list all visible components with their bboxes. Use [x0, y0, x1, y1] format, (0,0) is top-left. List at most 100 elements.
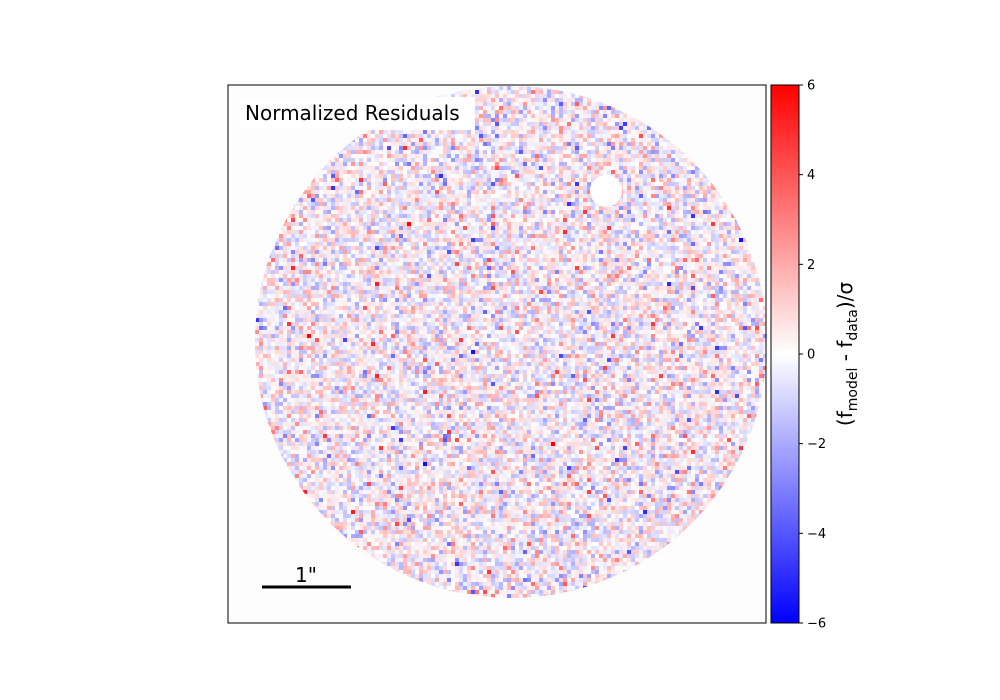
residual-pixel: [691, 206, 695, 210]
residual-pixel: [419, 226, 423, 230]
residual-pixel: [583, 122, 587, 126]
residual-pixel: [327, 214, 331, 218]
residual-pixel: [603, 142, 607, 146]
residual-pixel: [347, 194, 351, 198]
residual-pixel: [319, 202, 323, 206]
residual-pixel: [635, 274, 639, 278]
residual-pixel: [647, 222, 651, 226]
residual-pixel: [455, 134, 459, 138]
residual-pixel: [339, 170, 343, 174]
residual-pixel: [595, 278, 599, 282]
residual-pixel: [555, 154, 559, 158]
residual-pixel: [399, 238, 403, 242]
residual-pixel: [443, 158, 447, 162]
residual-pixel: [515, 262, 519, 266]
residual-pixel: [363, 226, 367, 230]
residual-pixel: [723, 274, 727, 278]
residual-pixel: [715, 266, 719, 270]
residual-pixel: [627, 150, 631, 154]
residual-pixel: [599, 166, 603, 170]
residual-pixel: [323, 222, 327, 226]
residual-pixel: [579, 274, 583, 278]
residual-pixel: [711, 214, 715, 218]
residual-pixel: [279, 242, 283, 246]
residual-pixel: [747, 274, 751, 278]
residual-pixel: [259, 286, 263, 290]
residual-pixel: [323, 234, 327, 238]
residual-pixel: [471, 254, 475, 258]
residual-pixel: [547, 222, 551, 226]
residual-pixel: [703, 186, 707, 190]
residual-pixel: [543, 222, 547, 226]
residual-pixel: [459, 198, 463, 202]
residual-pixel: [439, 214, 443, 218]
residual-pixel: [307, 210, 311, 214]
residual-pixel: [355, 282, 359, 286]
residual-pixel: [367, 146, 371, 150]
residual-pixel: [343, 146, 347, 150]
residual-pixel: [747, 286, 751, 290]
residual-pixel: [459, 166, 463, 170]
residual-pixel: [627, 282, 631, 286]
residual-pixel: [487, 274, 491, 278]
residual-pixel: [663, 206, 667, 210]
residual-pixel: [407, 130, 411, 134]
residual-pixel: [499, 142, 503, 146]
residual-pixel: [459, 246, 463, 250]
residual-pixel: [515, 134, 519, 138]
residual-pixel: [731, 250, 735, 254]
residual-pixel: [683, 242, 687, 246]
residual-pixel: [287, 290, 291, 294]
residual-pixel: [311, 254, 315, 258]
residual-pixel: [503, 270, 507, 274]
residual-pixel: [551, 166, 555, 170]
residual-pixel: [547, 162, 551, 166]
residual-pixel: [499, 178, 503, 182]
residual-pixel: [359, 222, 363, 226]
residual-pixel: [407, 290, 411, 294]
residual-pixel: [511, 270, 515, 274]
residual-pixel: [323, 194, 327, 198]
residual-pixel: [431, 190, 435, 194]
residual-pixel: [575, 142, 579, 146]
residual-pixel: [583, 246, 587, 250]
residual-pixel: [519, 206, 523, 210]
residual-pixel: [551, 230, 555, 234]
residual-pixel: [387, 182, 391, 186]
residual-pixel: [471, 214, 475, 218]
residual-pixel: [747, 254, 751, 258]
residual-pixel: [535, 86, 539, 90]
residual-pixel: [387, 146, 391, 150]
residual-pixel: [427, 226, 431, 230]
residual-pixel: [403, 250, 407, 254]
residual-pixel: [291, 214, 295, 218]
residual-pixel: [611, 150, 615, 154]
residual-pixel: [495, 118, 499, 122]
residual-pixel: [631, 238, 635, 242]
residual-pixel: [427, 214, 431, 218]
residual-pixel: [383, 282, 387, 286]
residual-pixel: [351, 142, 355, 146]
residual-pixel: [411, 202, 415, 206]
residual-pixel: [583, 278, 587, 282]
residual-pixel: [359, 250, 363, 254]
residual-pixel: [419, 282, 423, 286]
residual-pixel: [695, 226, 699, 230]
residual-pixel: [699, 246, 703, 250]
residual-pixel: [679, 182, 683, 186]
residual-pixel: [427, 170, 431, 174]
residual-pixel: [523, 250, 527, 254]
residual-pixel: [547, 254, 551, 258]
residual-pixel: [515, 190, 519, 194]
residual-pixel: [687, 250, 691, 254]
residual-pixel: [367, 138, 371, 142]
residual-pixel: [335, 226, 339, 230]
residual-pixel: [555, 190, 559, 194]
residual-pixel: [655, 250, 659, 254]
residual-pixel: [659, 154, 663, 158]
residual-pixel: [335, 154, 339, 158]
residual-pixel: [575, 118, 579, 122]
residual-pixel: [375, 262, 379, 266]
residual-pixel: [735, 278, 739, 282]
residual-pixel: [383, 290, 387, 294]
